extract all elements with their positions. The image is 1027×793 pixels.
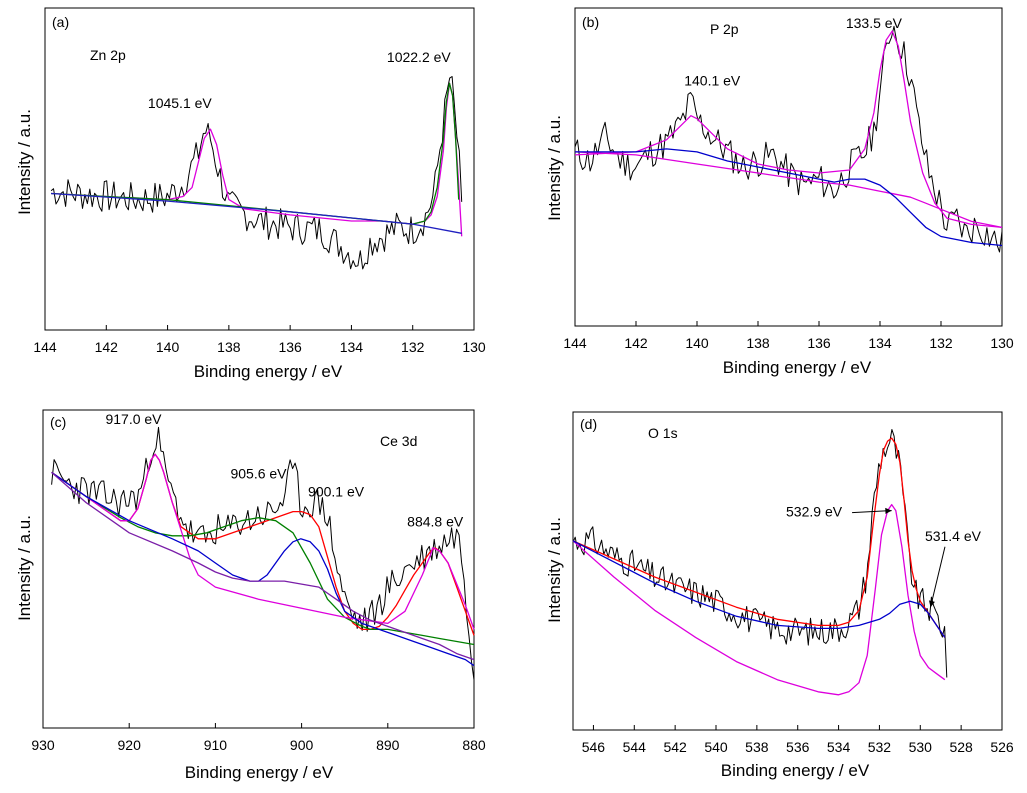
x-tick-label: 144 — [563, 335, 587, 351]
x-tick-label: 534 — [827, 739, 851, 755]
x-tick-label: 528 — [949, 739, 973, 755]
peak-annotation: 140.1 eV — [684, 72, 741, 88]
x-tick-label: 142 — [624, 335, 648, 351]
series-line-component — [51, 453, 475, 630]
x-tick-label: 532 — [868, 739, 892, 755]
peak-annotation: 917.0 eV — [105, 411, 162, 427]
x-tick-label: 530 — [909, 739, 933, 755]
y-axis-label: Intensity / a.u. — [545, 517, 564, 623]
peak-annotation: 1022.2 eV — [387, 49, 451, 65]
series-line-background — [51, 82, 460, 225]
annotation-arrowhead — [929, 600, 935, 608]
x-tick-label: 880 — [462, 737, 486, 753]
series-line-background — [51, 471, 475, 661]
panel-d: (d) O 1s Binding energy / eV Intensity /… — [545, 411, 1014, 780]
x-tick-label: 540 — [704, 739, 728, 755]
peak-annotation: 905.6 eV — [230, 465, 287, 481]
series-line-component — [51, 471, 475, 646]
annotation-arrow — [930, 546, 946, 608]
peak-annotation: 884.8 eV — [407, 514, 464, 530]
series-line-baseline-fit — [574, 151, 1003, 229]
x-tick-label: 132 — [401, 339, 425, 355]
x-axis-label: Binding energy / eV — [723, 358, 872, 377]
x-tick-label: 890 — [376, 737, 400, 753]
x-tick-label: 930 — [31, 737, 55, 753]
x-tick-label: 140 — [685, 335, 709, 351]
panel-b: (b) P 2p Binding energy / eV Intensity /… — [545, 7, 1014, 377]
series-line-baseline — [51, 192, 462, 234]
x-tick-label: 544 — [623, 739, 647, 755]
peak-annotation: 133.5 eV — [846, 15, 903, 31]
element-label: Zn 2p — [90, 47, 126, 63]
panel-label: (c) — [50, 414, 66, 430]
x-tick-label: 900 — [290, 737, 314, 753]
series-line-background — [572, 540, 946, 638]
plot-frame — [572, 411, 1003, 731]
series-line-raw — [51, 426, 475, 680]
series-line-fit — [572, 437, 946, 638]
element-label: O 1s — [648, 425, 678, 441]
x-tick-label: 542 — [663, 739, 687, 755]
x-tick-label: 142 — [95, 339, 119, 355]
plot-frame — [42, 409, 475, 729]
panel-label: (a) — [52, 14, 69, 30]
series-line-component — [51, 471, 475, 667]
x-tick-label: 136 — [807, 335, 831, 351]
y-axis-label: Intensity / a.u. — [15, 515, 34, 621]
panel-label: (b) — [582, 14, 599, 30]
x-tick-label: 144 — [33, 339, 57, 355]
y-axis-label: Intensity / a.u. — [15, 109, 34, 215]
x-tick-label: 134 — [340, 339, 364, 355]
x-axis-label: Binding energy / eV — [721, 761, 870, 780]
annotation-arrowhead — [885, 507, 892, 514]
series-line-fit — [574, 30, 1003, 229]
series-line-fit — [51, 82, 463, 237]
annotation-arrow — [852, 510, 892, 514]
x-tick-label: 140 — [156, 339, 180, 355]
x-tick-label: 538 — [745, 739, 769, 755]
x-tick-label: 130 — [990, 335, 1014, 351]
x-tick-label: 130 — [462, 339, 486, 355]
plot-frame — [44, 7, 475, 331]
x-tick-label: 134 — [868, 335, 892, 351]
x-tick-label: 132 — [929, 335, 953, 351]
series-line-component — [572, 503, 946, 696]
x-tick-label: 920 — [118, 737, 142, 753]
panel-c: (c) Ce 3d Binding energy / eV Intensity … — [15, 409, 486, 782]
element-label: P 2p — [710, 21, 739, 37]
x-axis-label: Binding energy / eV — [194, 362, 343, 381]
panel-label: (d) — [580, 416, 597, 432]
x-tick-label: 136 — [278, 339, 302, 355]
y-axis-label: Intensity / a.u. — [545, 115, 564, 221]
peak-annotation: 532.9 eV — [786, 504, 843, 520]
x-tick-label: 910 — [204, 737, 228, 753]
x-tick-label: 138 — [746, 335, 770, 351]
x-axis-label: Binding energy / eV — [185, 763, 334, 782]
series-line-raw — [50, 76, 463, 270]
plot-frame — [574, 7, 1003, 327]
series-line-background — [575, 148, 1003, 247]
peak-annotation: 900.1 eV — [308, 484, 365, 500]
x-tick-label: 138 — [217, 339, 241, 355]
peak-annotation: 531.4 eV — [925, 528, 982, 544]
series-line-raw — [574, 25, 1003, 253]
x-tick-label: 536 — [786, 739, 810, 755]
peak-annotation: 1045.1 eV — [148, 95, 212, 111]
panel-a: (a) Zn 2p Binding energy / eV Intensity … — [15, 7, 486, 381]
series-line-raw — [572, 429, 948, 678]
element-label: Ce 3d — [380, 433, 417, 449]
x-tick-label: 526 — [990, 739, 1014, 755]
x-tick-label: 546 — [582, 739, 606, 755]
